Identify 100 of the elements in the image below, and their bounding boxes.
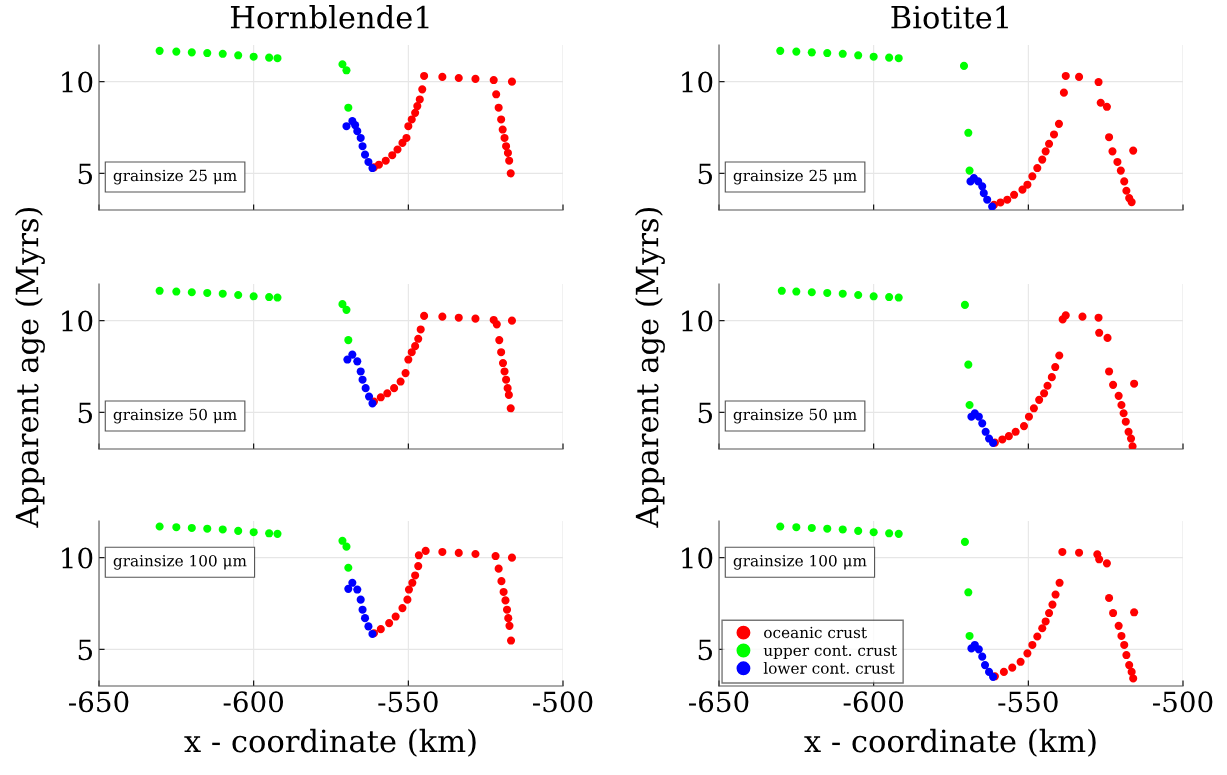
point xyxy=(1078,312,1087,321)
point xyxy=(1125,661,1134,670)
point xyxy=(792,47,801,56)
point xyxy=(172,287,181,296)
point xyxy=(1010,190,1019,199)
point xyxy=(391,612,400,621)
point xyxy=(265,53,274,62)
legend-label: upper cont. crust xyxy=(763,645,897,659)
point xyxy=(344,584,353,593)
point xyxy=(894,529,903,538)
point xyxy=(187,523,196,533)
point xyxy=(218,49,227,58)
point xyxy=(203,49,212,58)
point xyxy=(854,526,863,535)
point xyxy=(358,375,367,384)
point xyxy=(507,77,517,86)
legend-label: lower cont. crust xyxy=(763,662,895,674)
x-tick-label: -550 xyxy=(378,691,438,713)
point xyxy=(218,289,227,298)
point xyxy=(342,305,351,314)
point xyxy=(1124,427,1133,436)
point xyxy=(1127,667,1136,676)
point xyxy=(342,66,351,75)
point xyxy=(1038,155,1047,164)
point xyxy=(980,661,990,670)
point xyxy=(438,312,447,321)
point xyxy=(1102,559,1111,568)
point xyxy=(507,553,517,562)
point xyxy=(974,645,983,654)
point xyxy=(1061,71,1070,81)
point xyxy=(1117,400,1126,410)
point xyxy=(1028,172,1037,181)
y-tick-label: 5 xyxy=(78,639,92,661)
point xyxy=(454,548,463,557)
point xyxy=(155,286,164,295)
y-tick-label: 10 xyxy=(682,547,713,569)
point xyxy=(869,292,878,301)
point xyxy=(823,524,832,533)
point xyxy=(998,435,1007,444)
point xyxy=(338,536,347,545)
point xyxy=(960,300,969,309)
point xyxy=(502,375,511,384)
point xyxy=(273,529,282,538)
point xyxy=(249,52,258,61)
point xyxy=(978,652,987,661)
point xyxy=(353,585,362,594)
point xyxy=(838,289,847,298)
point xyxy=(360,614,370,623)
point xyxy=(502,605,512,614)
chart-title: Biotite1 xyxy=(891,5,1008,29)
point xyxy=(1105,133,1114,142)
point xyxy=(155,522,164,531)
point xyxy=(1122,650,1131,660)
point xyxy=(1117,631,1126,640)
point xyxy=(1120,640,1129,649)
point xyxy=(505,156,514,165)
point xyxy=(364,157,373,167)
point xyxy=(1128,442,1137,449)
point xyxy=(1108,147,1117,156)
point xyxy=(1047,373,1056,382)
point xyxy=(1120,177,1129,186)
point xyxy=(1038,624,1047,633)
point xyxy=(398,604,407,613)
x-tick-label: -500 xyxy=(1153,691,1213,713)
point xyxy=(983,195,992,204)
y-tick-label: 10 xyxy=(682,71,713,93)
point xyxy=(414,334,423,343)
y-tick-label: 10 xyxy=(62,310,93,332)
point xyxy=(348,578,357,587)
point xyxy=(885,292,894,302)
point xyxy=(273,293,282,302)
point xyxy=(505,621,514,630)
point xyxy=(365,392,374,401)
point xyxy=(885,529,894,538)
point xyxy=(421,546,430,555)
point xyxy=(1023,649,1032,658)
point xyxy=(1059,88,1068,97)
point xyxy=(978,419,987,428)
point xyxy=(506,169,515,178)
point xyxy=(1094,313,1103,322)
point xyxy=(381,156,390,165)
point xyxy=(356,133,365,142)
point xyxy=(187,288,196,297)
point xyxy=(385,619,394,628)
point xyxy=(1058,547,1067,557)
point xyxy=(265,529,274,538)
y-tick-label: 10 xyxy=(62,71,93,93)
point xyxy=(823,288,832,298)
x-tick-label: -550 xyxy=(998,691,1058,713)
point xyxy=(1041,617,1050,626)
point xyxy=(776,522,785,531)
point xyxy=(498,125,507,134)
point xyxy=(978,182,987,191)
point xyxy=(1016,657,1025,666)
point xyxy=(234,51,243,60)
point xyxy=(1045,608,1054,618)
point xyxy=(1130,379,1139,388)
point xyxy=(172,523,181,532)
point xyxy=(503,148,512,158)
point xyxy=(249,292,258,301)
